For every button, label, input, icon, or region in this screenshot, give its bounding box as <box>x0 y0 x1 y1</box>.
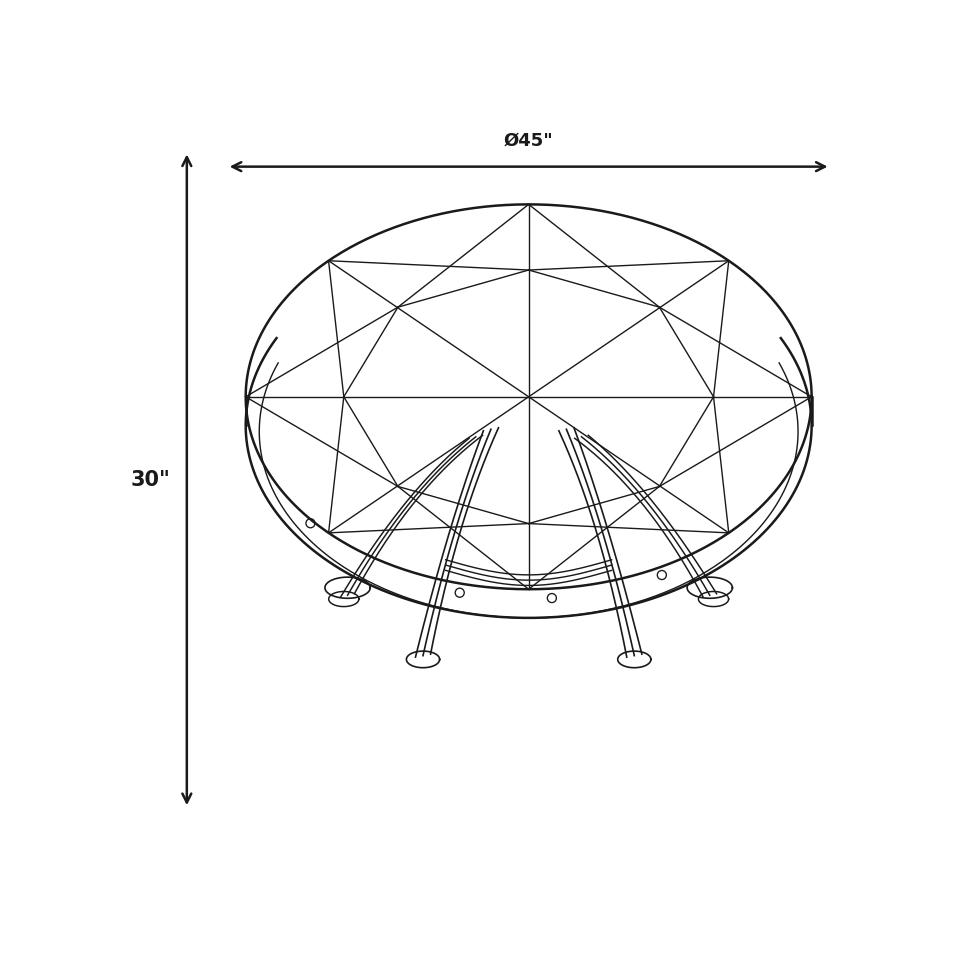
Text: Ø45": Ø45" <box>504 132 554 150</box>
Text: 30": 30" <box>130 469 171 490</box>
